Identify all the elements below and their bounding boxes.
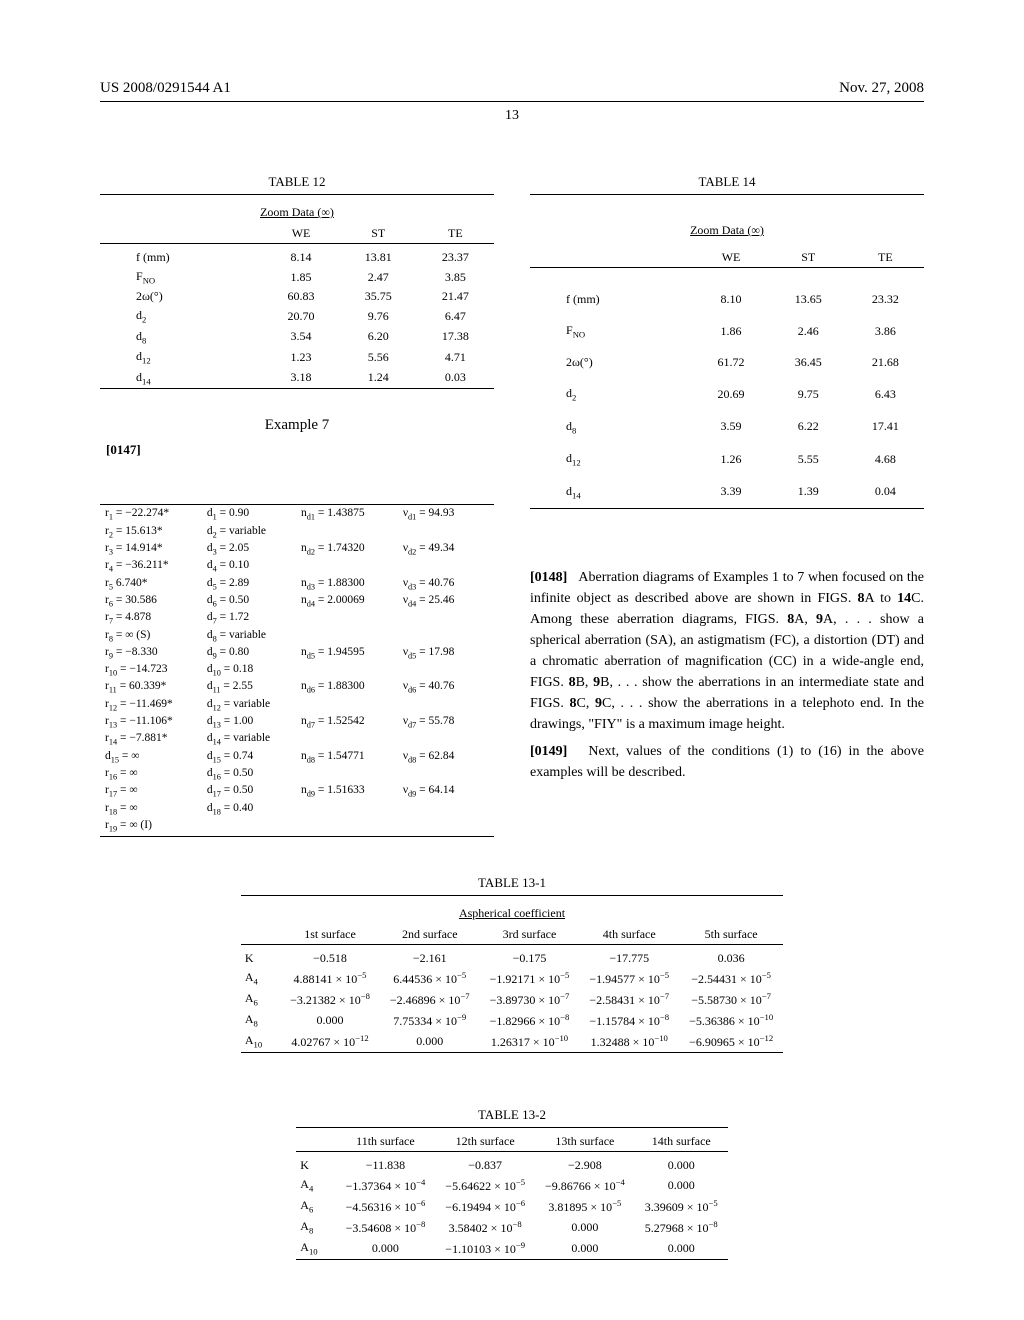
table-row: r18 = ∞d18 = 0.40 <box>102 801 492 816</box>
table-13-1-body: Aspherical coefficient 1st surface 2nd s… <box>241 895 783 1057</box>
table-row: d220.699.756.43 <box>530 378 924 410</box>
table-13-1: TABLE 13-1 Aspherical coefficient 1st su… <box>100 875 924 1057</box>
table-row: r9 = −8.330d9 = 0.80nd5 = 1.94595νd5 = 1… <box>102 645 492 660</box>
table-12-title: TABLE 12 <box>100 174 494 190</box>
table-row: d220.709.766.47 <box>100 306 494 326</box>
two-column-layout: TABLE 12 Zoom Data (∞) WE ST TE f (mm)8.… <box>100 174 924 837</box>
doc-date: Nov. 27, 2008 <box>839 80 924 97</box>
table-row: A80.0007.75334 × 10−9−1.82966 × 10−8−1.1… <box>241 1010 783 1031</box>
table-12-head: WE ST TE <box>100 224 494 244</box>
table-row: d143.391.390.04 <box>530 476 924 509</box>
table-row: r8 = ∞ (S)d8 = variable <box>102 628 492 643</box>
table-13-2: TABLE 13-2 11th surface 12th surface 13t… <box>100 1107 924 1264</box>
table-row: r2 = 15.613*d2 = variable <box>102 524 492 539</box>
table-12-body: Zoom Data (∞) WE ST TE f (mm)8.1413.8123… <box>100 194 494 393</box>
table-13-2-head: 11th surface 12th surface 13th surface 1… <box>296 1132 727 1152</box>
para-0148: [0148] Aberration diagrams of Examples 1… <box>530 567 924 735</box>
para-0148-text: Aberration diagrams of Examples 1 to 7 w… <box>530 570 924 732</box>
example-7-title: Example 7 <box>100 417 494 434</box>
table-row: A4−1.37364 × 10−4−5.64622 × 10−5−9.86766… <box>296 1175 727 1196</box>
table-row: d83.546.2017.38 <box>100 327 494 347</box>
table-14-title: TABLE 14 <box>530 174 924 190</box>
table-row: A100.000−1.10103 × 10−90.0000.000 <box>296 1238 727 1260</box>
table-row: r6 = 30.586d6 = 0.50nd4 = 2.00069νd4 = 2… <box>102 593 492 608</box>
table-row: r1 = −22.274*d1 = 0.90nd1 = 1.43875νd1 =… <box>102 507 492 522</box>
table-row: r3 = 14.914*d3 = 2.05nd2 = 1.74320νd2 = … <box>102 542 492 557</box>
table-row: A104.02767 × 10−120.0001.26317 × 10−101.… <box>241 1031 783 1053</box>
table-row: f (mm)8.1413.8123.37 <box>100 248 494 267</box>
table-row: d121.265.554.68 <box>530 443 924 475</box>
table-row: K−0.518−2.161−0.175−17.7750.036 <box>241 949 783 968</box>
table-row: d83.596.2217.41 <box>530 411 924 443</box>
table-row: A44.88141 × 10−56.44536 × 10−5−1.92171 ×… <box>241 968 783 989</box>
para-0147: [0147] <box>106 442 494 458</box>
table-row: r13 = −11.106*d13 = 1.00nd7 = 1.52542νd7… <box>102 715 492 730</box>
table-row: d143.181.240.03 <box>100 368 494 389</box>
table-row: A6−4.56316 × 10−6−6.19494 × 10−63.81895 … <box>296 1196 727 1217</box>
table-13-2-body: 11th surface 12th surface 13th surface 1… <box>296 1127 727 1264</box>
table-row: d15 = ∞d15 = 0.74nd8 = 1.54771νd8 = 62.8… <box>102 749 492 764</box>
page-number: 13 <box>100 108 924 124</box>
table-row: r16 = ∞d16 = 0.50 <box>102 766 492 781</box>
table-14-body: Zoom Data (∞) WE ST TE f (mm)8.1013.6523… <box>530 194 924 525</box>
table-row: r17 = ∞d17 = 0.50nd9 = 1.51633νd9 = 64.1… <box>102 784 492 799</box>
table-row: r19 = ∞ (I) <box>102 818 492 833</box>
table-14-head: WE ST TE <box>530 248 924 268</box>
table-row: A6−3.21382 × 10−8−2.46896 × 10−7−3.89730… <box>241 989 783 1010</box>
table-row: r14 = −7.881*d14 = variable <box>102 732 492 747</box>
para-0149-label: [0149] <box>530 744 567 759</box>
table-14: TABLE 14 Zoom Data (∞) WE ST TE f (mm)8.… <box>530 174 924 525</box>
table-12: TABLE 12 Zoom Data (∞) WE ST TE f (mm)8.… <box>100 174 494 393</box>
table-13-1-head: 1st surface 2nd surface 3rd surface 4th … <box>241 925 783 945</box>
table-row: FNO1.852.473.85 <box>100 267 494 287</box>
table-row: r7 = 4.878d7 = 1.72 <box>102 611 492 626</box>
table-14-subtitle: Zoom Data (∞) <box>534 223 920 238</box>
para-0149-text: Next, values of the conditions (1) to (1… <box>530 744 924 780</box>
table-13-1-title: TABLE 13-1 <box>100 875 924 891</box>
table-row: r5 6.740*d5 = 2.89nd3 = 1.88300νd3 = 40.… <box>102 576 492 591</box>
page-header: US 2008/0291544 A1 Nov. 27, 2008 <box>100 80 924 97</box>
table-row: f (mm)8.1013.6523.32 <box>530 284 924 315</box>
header-rule <box>100 101 924 102</box>
para-0148-label: [0148] <box>530 570 567 585</box>
table-row: 2ω(°)61.7236.4521.68 <box>530 347 924 378</box>
table-row: r4 = −36.211*d4 = 0.10 <box>102 559 492 574</box>
table-row: r11 = 60.339*d11 = 2.55nd6 = 1.88300νd6 … <box>102 680 492 695</box>
table-row: r10 = −14.723d10 = 0.18 <box>102 663 492 678</box>
table-row: K−11.838−0.837−2.9080.000 <box>296 1156 727 1175</box>
table-row: 2ω(°)60.8335.7521.47 <box>100 287 494 306</box>
left-column: TABLE 12 Zoom Data (∞) WE ST TE f (mm)8.… <box>100 174 494 837</box>
table-13-2-title: TABLE 13-2 <box>100 1107 924 1123</box>
example-7-lens-table: r1 = −22.274*d1 = 0.90nd1 = 1.43875νd1 =… <box>100 504 494 837</box>
body-text: [0148] Aberration diagrams of Examples 1… <box>530 567 924 783</box>
doc-id: US 2008/0291544 A1 <box>100 80 231 97</box>
table-row: r12 = −11.469*d12 = variable <box>102 697 492 712</box>
table-row: FNO1.862.463.86 <box>530 315 924 347</box>
table-row: d121.235.564.71 <box>100 347 494 367</box>
para-0149: [0149] Next, values of the conditions (1… <box>530 741 924 783</box>
right-column: TABLE 14 Zoom Data (∞) WE ST TE f (mm)8.… <box>530 174 924 837</box>
table-row: A8−3.54608 × 10−83.58402 × 10−80.0005.27… <box>296 1217 727 1238</box>
table-12-subtitle: Zoom Data (∞) <box>104 205 490 220</box>
table-13-1-subtitle: Aspherical coefficient <box>251 906 773 921</box>
